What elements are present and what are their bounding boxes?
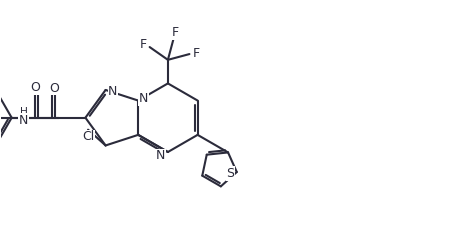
Text: Cl: Cl [82,130,94,143]
Text: H: H [20,107,27,117]
Text: N: N [156,149,165,162]
Text: S: S [227,167,234,180]
Text: F: F [140,38,147,51]
Text: F: F [172,26,179,39]
Text: F: F [193,47,200,60]
Text: O: O [30,81,40,94]
Text: O: O [50,82,60,95]
Text: N: N [19,113,28,127]
Text: N: N [139,92,149,105]
Text: N: N [108,85,118,98]
